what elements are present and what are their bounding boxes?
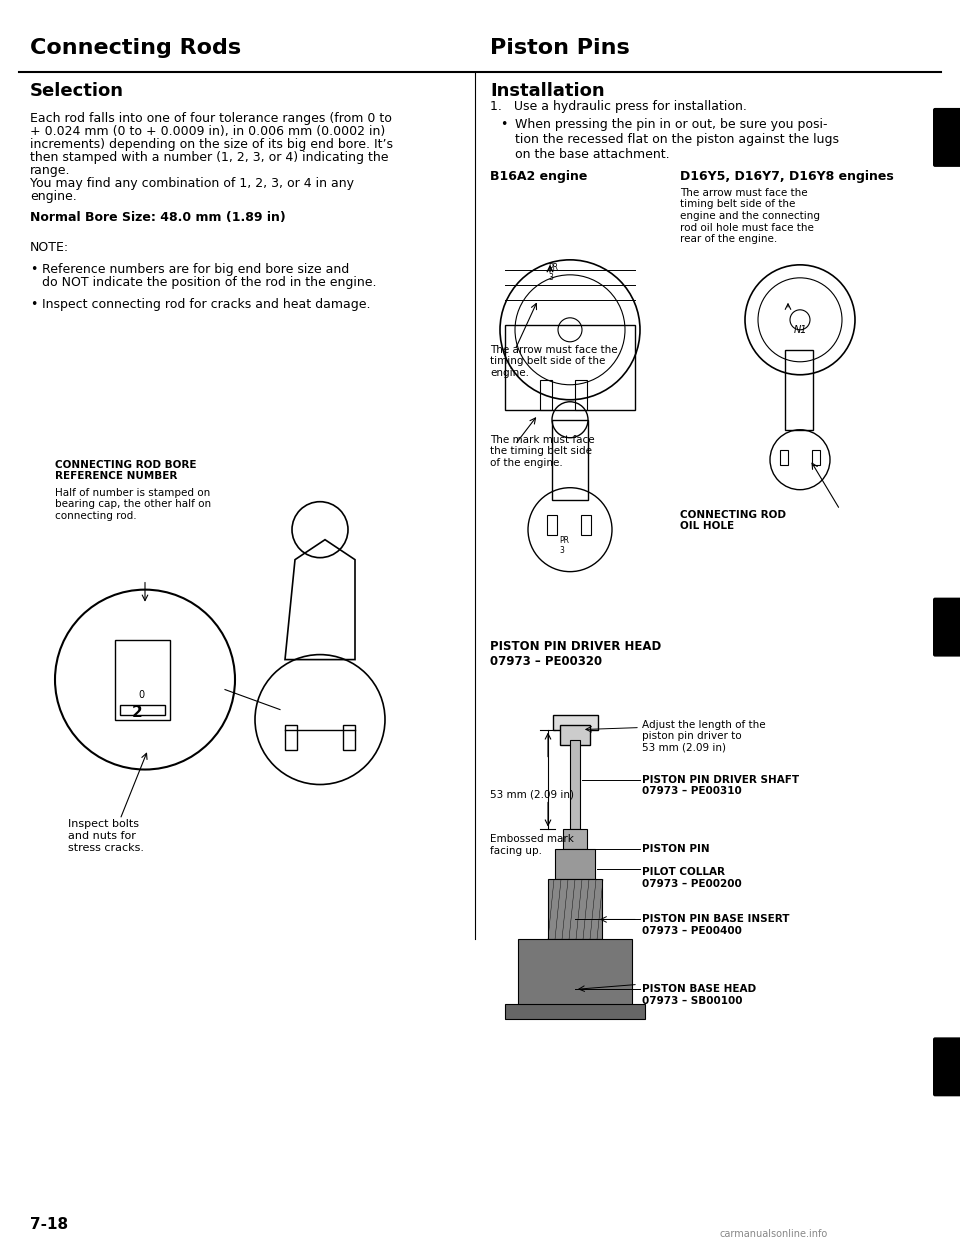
- Bar: [560, 724, 590, 744]
- Text: PISTON PIN DRIVER HEAD
07973 – PE00320: PISTON PIN DRIVER HEAD 07973 – PE00320: [490, 640, 661, 668]
- Bar: [563, 830, 587, 850]
- Bar: [115, 640, 170, 719]
- Text: Inspect bolts
and nuts for
stress cracks.: Inspect bolts and nuts for stress cracks…: [68, 820, 144, 853]
- FancyBboxPatch shape: [933, 597, 960, 657]
- Text: •: •: [30, 298, 37, 310]
- Text: The mark must face
the timing belt side
of the engine.: The mark must face the timing belt side …: [490, 435, 594, 468]
- Bar: [553, 714, 598, 729]
- Bar: [581, 514, 591, 534]
- Text: When pressing the pin in or out, be sure you posi-
tion the recessed flat on the: When pressing the pin in or out, be sure…: [515, 118, 839, 161]
- Text: •: •: [500, 118, 508, 130]
- Bar: [575, 380, 587, 410]
- Bar: [505, 1005, 645, 1020]
- Text: engine.: engine.: [30, 190, 77, 202]
- Text: B16A2 engine: B16A2 engine: [490, 170, 588, 183]
- Text: 7-18: 7-18: [30, 1217, 68, 1232]
- Text: Selection: Selection: [30, 82, 124, 99]
- Text: 0: 0: [138, 689, 144, 699]
- Text: NOTE:: NOTE:: [30, 241, 69, 253]
- Text: PISTON PIN BASE INSERT
07973 – PE00400: PISTON PIN BASE INSERT 07973 – PE00400: [642, 914, 789, 936]
- Text: Installation: Installation: [490, 82, 605, 99]
- Text: CONNECTING ROD
OIL HOLE: CONNECTING ROD OIL HOLE: [680, 509, 786, 532]
- Bar: [540, 380, 552, 410]
- Text: Adjust the length of the
piston pin driver to
53 mm (2.09 in): Adjust the length of the piston pin driv…: [642, 719, 766, 753]
- Text: Inspect connecting rod for cracks and heat damage.: Inspect connecting rod for cracks and he…: [42, 298, 371, 310]
- Bar: [343, 724, 355, 749]
- Text: do NOT indicate the position of the rod in the engine.: do NOT indicate the position of the rod …: [42, 276, 376, 289]
- Bar: [785, 350, 813, 430]
- Text: •: •: [30, 263, 37, 276]
- Text: The arrow must face the
timing belt side of the
engine.: The arrow must face the timing belt side…: [490, 345, 617, 378]
- FancyBboxPatch shape: [933, 108, 960, 166]
- Text: CONNECTING ROD BORE
REFERENCE NUMBER: CONNECTING ROD BORE REFERENCE NUMBER: [55, 460, 197, 482]
- Text: 2: 2: [132, 704, 143, 719]
- Text: Embossed mark
facing up.: Embossed mark facing up.: [490, 835, 574, 856]
- Text: range.: range.: [30, 164, 70, 176]
- Bar: [518, 939, 632, 1010]
- Text: PR
3: PR 3: [559, 535, 569, 555]
- Text: carmanualsonline.info: carmanualsonline.info: [720, 1230, 828, 1240]
- Bar: [552, 420, 588, 499]
- Text: Normal Bore Size: 48.0 mm (1.89 in): Normal Bore Size: 48.0 mm (1.89 in): [30, 211, 286, 224]
- Text: Connecting Rods: Connecting Rods: [30, 39, 241, 58]
- Text: then stamped with a number (1, 2, 3, or 4) indicating the: then stamped with a number (1, 2, 3, or …: [30, 152, 389, 164]
- Bar: [548, 879, 602, 939]
- Bar: [547, 514, 557, 534]
- Text: 1.   Use a hydraulic press for installation.: 1. Use a hydraulic press for installatio…: [490, 99, 747, 113]
- Text: 53 mm (2.09 in): 53 mm (2.09 in): [490, 790, 574, 800]
- Text: Reference numbers are for big end bore size and: Reference numbers are for big end bore s…: [42, 263, 349, 276]
- Text: PISTON PIN DRIVER SHAFT
07973 – PE00310: PISTON PIN DRIVER SHAFT 07973 – PE00310: [642, 775, 799, 796]
- Text: PISTON PIN: PISTON PIN: [642, 845, 709, 854]
- Bar: [555, 850, 595, 879]
- Text: PISTON BASE HEAD
07973 – SB00100: PISTON BASE HEAD 07973 – SB00100: [642, 985, 756, 1006]
- Bar: [285, 724, 297, 749]
- Bar: [120, 704, 165, 714]
- Text: PILOT COLLAR
07973 – PE00200: PILOT COLLAR 07973 – PE00200: [642, 867, 742, 889]
- FancyBboxPatch shape: [933, 1037, 960, 1097]
- Text: N1: N1: [794, 325, 807, 335]
- Text: You may find any combination of 1, 2, 3, or 4 in any: You may find any combination of 1, 2, 3,…: [30, 176, 354, 190]
- Text: increments) depending on the size of its big end bore. It’s: increments) depending on the size of its…: [30, 138, 393, 152]
- Bar: [780, 450, 788, 465]
- Text: Each rod falls into one of four tolerance ranges (from 0 to: Each rod falls into one of four toleranc…: [30, 112, 392, 125]
- Bar: [812, 450, 820, 465]
- Text: + 0.024 mm (0 to + 0.0009 in), in 0.006 mm (0.0002 in): + 0.024 mm (0 to + 0.0009 in), in 0.006 …: [30, 125, 385, 138]
- Text: PR
3: PR 3: [548, 263, 558, 282]
- Text: Piston Pins: Piston Pins: [490, 39, 630, 58]
- Text: The arrow must face the
timing belt side of the
engine and the connecting
rod oi: The arrow must face the timing belt side…: [680, 188, 820, 245]
- Text: Half of number is stamped on
bearing cap, the other half on
connecting rod.: Half of number is stamped on bearing cap…: [55, 488, 211, 520]
- Text: D16Y5, D16Y7, D16Y8 engines: D16Y5, D16Y7, D16Y8 engines: [680, 170, 894, 183]
- Bar: [505, 325, 635, 410]
- Bar: [570, 739, 580, 830]
